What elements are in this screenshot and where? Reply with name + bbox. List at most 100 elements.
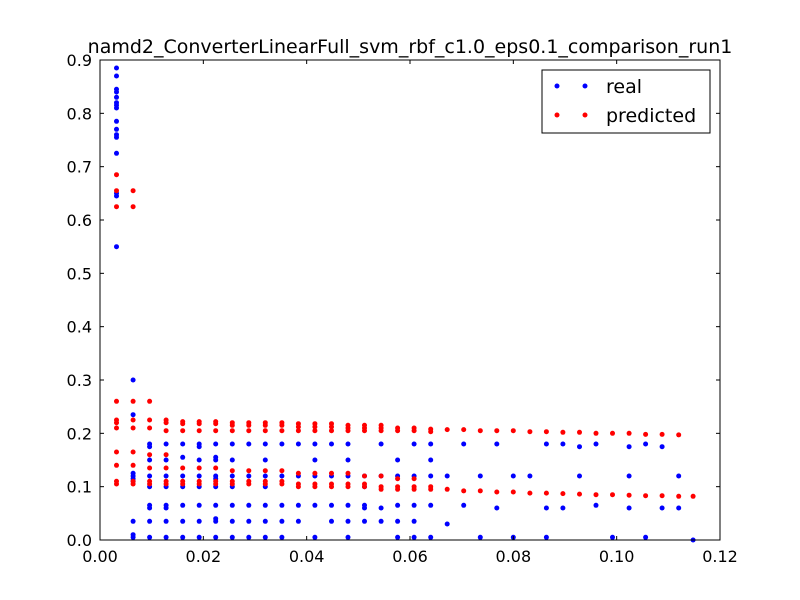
y-tick-label-0: 0.0 [67,531,92,550]
x-tick-label-5: 0.10 [599,547,635,566]
point-predicted-37 [180,465,186,471]
point-predicted-6 [114,425,119,431]
point-predicted-13 [130,398,136,404]
point-real-68 [229,457,235,463]
point-real-91 [295,441,301,447]
chart-title: namd2_ConverterLinearFull_svm_rbf_c1.0_e… [88,36,733,58]
point-real-65 [213,518,219,524]
legend-marker-real-2 [582,83,588,89]
point-real-46 [180,502,186,508]
point-predicted-136 [527,429,533,435]
point-real-84 [262,518,268,524]
point-real-3 [114,89,119,95]
point-real-118 [378,518,384,524]
point-predicted-5 [114,420,119,426]
point-real-35 [163,457,169,463]
point-real-130 [428,457,434,463]
point-real-76 [246,502,252,508]
point-predicted-48 [213,428,219,434]
point-real-1 [114,73,119,79]
point-real-141 [494,505,500,511]
point-predicted-31 [163,465,169,471]
point-real-117 [378,505,384,511]
point-real-133 [428,534,434,540]
point-predicted-129 [461,488,467,494]
point-real-72 [229,518,235,524]
y-tick-label-5: 0.5 [67,264,92,283]
point-predicted-138 [543,429,549,435]
point-predicted-66 [262,428,268,434]
point-predicted-12 [130,204,136,210]
point-predicted-53 [229,422,235,428]
point-predicted-139 [543,490,549,496]
y-tick-label-6: 0.6 [67,211,92,230]
point-predicted-93 [329,484,334,490]
point-predicted-2 [114,204,119,210]
point-real-136 [461,441,467,447]
point-predicted-79 [295,470,301,476]
legend-label-real: real [606,76,642,98]
point-real-139 [477,534,483,540]
point-predicted-30 [163,452,169,458]
point-real-40 [163,518,169,524]
x-tick-label-6: 0.12 [702,547,738,566]
point-predicted-144 [593,430,599,436]
point-predicted-135 [510,489,516,495]
point-real-67 [229,441,235,447]
point-predicted-105 [362,484,367,490]
point-real-81 [262,473,268,479]
point-real-157 [626,505,632,511]
point-real-152 [593,441,599,447]
point-real-71 [229,502,235,508]
point-predicted-22 [147,425,153,431]
point-real-26 [147,444,153,450]
point-predicted-133 [494,489,500,495]
point-real-63 [213,502,219,508]
point-real-102 [329,502,334,508]
x-tick-label-3: 0.06 [392,547,428,566]
point-real-50 [196,444,202,450]
point-predicted-51 [213,481,219,487]
point-real-154 [610,534,615,540]
point-real-74 [246,441,252,447]
point-predicted-47 [213,421,219,427]
point-predicted-99 [345,484,351,490]
point-predicted-29 [163,428,169,434]
point-predicted-103 [362,473,367,479]
point-predicted-24 [147,465,153,471]
point-real-99 [312,534,318,540]
point-real-146 [543,534,549,540]
point-predicted-65 [262,422,268,428]
point-real-43 [180,454,186,460]
point-predicted-134 [510,428,516,434]
point-real-77 [246,518,252,524]
point-real-36 [163,473,169,479]
y-tick-label-3: 0.3 [67,371,92,390]
ticks-layer: 0.00 0.02 0.04 0.06 0.08 0.10 0.12 0.0 0.1 0.2 0.3… [67,51,738,566]
x-tick-label-0: 0.00 [82,547,118,566]
point-real-96 [312,457,318,463]
point-real-73 [229,534,235,540]
point-predicted-111 [378,486,384,492]
point-real-7 [114,105,119,111]
point-real-12 [114,150,119,156]
point-predicted-14 [130,417,136,423]
point-predicted-116 [395,486,401,492]
point-predicted-125 [428,486,434,492]
point-predicted-75 [279,481,285,487]
legend-label-predicted: predicted [606,105,696,127]
point-real-87 [279,473,285,479]
point-real-94 [295,518,301,524]
point-real-89 [279,518,285,524]
y-tick-label-8: 0.8 [67,104,92,123]
point-real-31 [147,505,153,511]
point-real-39 [163,505,169,511]
point-predicted-39 [180,481,186,487]
point-real-129 [428,441,434,447]
point-predicted-156 [690,493,696,499]
point-real-32 [147,518,153,524]
point-real-88 [279,502,285,508]
point-real-8 [114,118,119,124]
point-real-75 [246,473,252,479]
point-real-149 [560,505,566,511]
